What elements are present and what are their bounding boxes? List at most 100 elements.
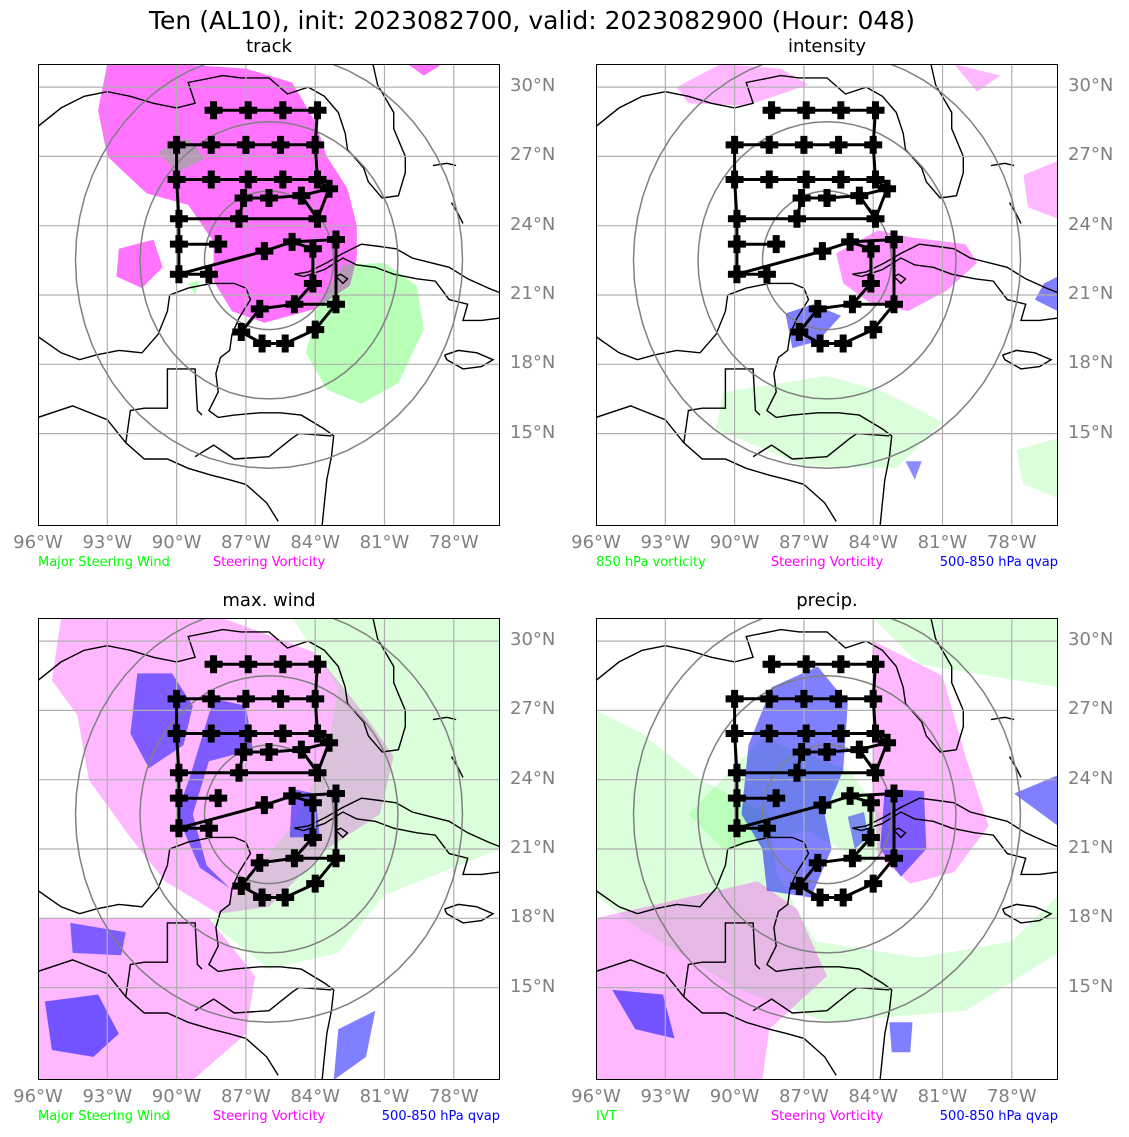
track-point-marker bbox=[727, 235, 746, 254]
coastline-border2 bbox=[194, 432, 332, 460]
map-canvas bbox=[38, 64, 500, 526]
track-point-marker bbox=[861, 828, 880, 847]
track-point-marker bbox=[306, 874, 325, 893]
track-point-marker bbox=[199, 819, 218, 838]
track-point-marker bbox=[303, 239, 322, 258]
shaded-field-7 bbox=[44, 994, 119, 1057]
coastline-cuba bbox=[852, 243, 1058, 294]
lat-tick-label: 21°N bbox=[510, 283, 556, 304]
shaded-field-3 bbox=[1023, 161, 1058, 219]
coastline-jamaica bbox=[1001, 903, 1053, 924]
coastline-mexico bbox=[38, 282, 335, 526]
lon-tick-label: 93°W bbox=[640, 1086, 691, 1107]
coastline-jamaica bbox=[443, 903, 495, 924]
coastline-cubaS bbox=[852, 257, 1058, 322]
track-point-marker bbox=[250, 299, 269, 318]
track-point-marker bbox=[320, 733, 339, 752]
track-segment bbox=[175, 179, 181, 275]
lon-tick-label: 84°W bbox=[290, 1086, 341, 1107]
shaded-field-9 bbox=[612, 989, 675, 1039]
track-segment bbox=[175, 733, 181, 829]
track-point-marker bbox=[169, 789, 188, 808]
track-point-marker bbox=[202, 724, 221, 743]
track-point-marker bbox=[204, 101, 223, 120]
track-point-marker bbox=[276, 334, 295, 353]
coastline-pacific bbox=[596, 405, 837, 522]
shaded-field-10 bbox=[889, 1022, 913, 1053]
track-point-marker bbox=[818, 742, 836, 761]
track-point-marker bbox=[326, 784, 345, 803]
lon-tick-label: 87°W bbox=[221, 1086, 271, 1107]
track-point-marker bbox=[797, 724, 816, 743]
range-ring bbox=[697, 675, 957, 954]
lat-tick-label: 18°N bbox=[1068, 352, 1114, 374]
track-segment bbox=[178, 803, 265, 830]
coastline-cuba bbox=[852, 797, 1058, 848]
track-point-marker bbox=[760, 724, 779, 743]
track-point-marker bbox=[271, 689, 290, 708]
track-point-marker bbox=[727, 209, 746, 228]
range-ring bbox=[632, 618, 1022, 1024]
lat-tick-label: 30°N bbox=[1068, 629, 1114, 651]
lon-tick-label: 96°W bbox=[571, 1086, 621, 1107]
track-segment bbox=[240, 328, 316, 345]
track-point-marker bbox=[303, 274, 322, 293]
lon-tick-label: 78°W bbox=[986, 1086, 1037, 1107]
track-point-marker bbox=[725, 170, 744, 189]
track-point-marker bbox=[866, 724, 885, 743]
track-point-marker bbox=[202, 135, 221, 154]
track-point-marker bbox=[760, 170, 779, 189]
track-point-marker bbox=[239, 655, 258, 674]
track-point-marker bbox=[727, 789, 746, 808]
track-point-marker bbox=[843, 849, 862, 868]
legend-entry: Major Steering Wind bbox=[38, 1109, 170, 1124]
lat-tick-label: 21°N bbox=[510, 837, 556, 858]
track-point-marker bbox=[285, 849, 304, 868]
coastline-bahamas bbox=[990, 716, 1015, 721]
track-point-marker bbox=[306, 689, 325, 708]
lon-tick-label: 84°W bbox=[290, 532, 341, 553]
track-point-marker bbox=[326, 295, 345, 314]
legend-entry: 850 hPa vorticity bbox=[596, 555, 706, 570]
track-segment bbox=[801, 187, 888, 200]
coastline-border1 bbox=[683, 368, 761, 443]
track-point-marker bbox=[808, 853, 827, 872]
track-point-marker bbox=[864, 689, 883, 708]
lon-tick-label: 93°W bbox=[82, 532, 133, 553]
map-panel-precip bbox=[596, 618, 1058, 1080]
track-segment bbox=[801, 741, 888, 754]
lat-tick-label: 24°N bbox=[1068, 213, 1114, 235]
coastline-mexico bbox=[38, 836, 335, 1080]
coastline-pacific bbox=[596, 959, 837, 1076]
lat-tick-label: 27°N bbox=[510, 144, 556, 166]
shaded-field-1 bbox=[954, 64, 1001, 92]
map-canvas bbox=[38, 618, 500, 1080]
track-point-marker bbox=[861, 793, 880, 812]
shaded-field-8 bbox=[333, 1010, 376, 1080]
panel-title-intensity: intensity bbox=[787, 36, 867, 57]
track-point-marker bbox=[813, 242, 832, 261]
track-point-marker bbox=[285, 295, 304, 314]
lon-tick-label: 96°W bbox=[13, 1086, 63, 1107]
lat-tick-label: 24°N bbox=[510, 767, 556, 789]
panel-title-track: track bbox=[246, 36, 292, 57]
lat-tick-label: 27°N bbox=[1068, 698, 1114, 720]
lon-tick-label: 84°W bbox=[848, 1086, 899, 1107]
track-point-marker bbox=[273, 170, 292, 189]
legend-entry: Major Steering Wind bbox=[38, 555, 170, 570]
track-point-marker bbox=[808, 299, 827, 318]
lon-tick-label: 81°W bbox=[359, 1086, 410, 1107]
track-point-marker bbox=[255, 796, 274, 815]
shaded-field-8 bbox=[1016, 438, 1058, 499]
map-canvas bbox=[596, 618, 1058, 1080]
shaded-field-0 bbox=[596, 710, 1058, 1023]
track-point-marker bbox=[829, 689, 848, 708]
track-point-marker bbox=[864, 135, 883, 154]
shaded-fields bbox=[98, 64, 443, 404]
lon-tick-label: 87°W bbox=[221, 532, 271, 553]
track-group bbox=[725, 101, 903, 353]
track-point-marker bbox=[794, 689, 813, 708]
lat-tick-label: 30°N bbox=[510, 629, 556, 651]
track-point-marker bbox=[864, 320, 883, 339]
track-point-marker bbox=[239, 101, 258, 120]
